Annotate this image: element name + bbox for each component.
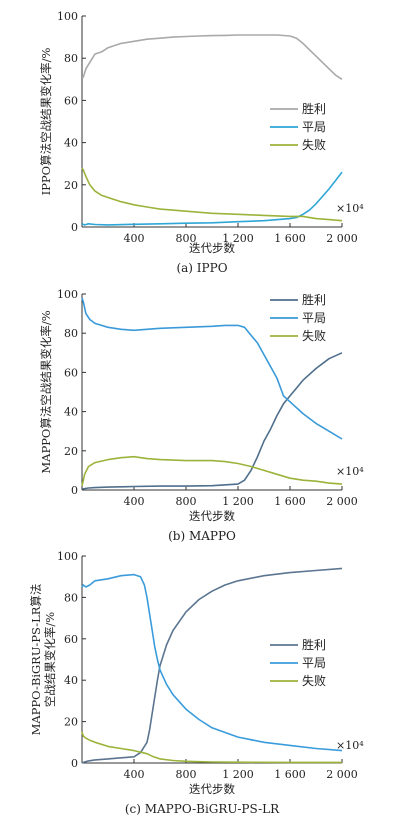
chart-1-x-multiplier: ×10⁴ [336,202,364,215]
chart-3-y-tick-label: 60 [64,633,78,646]
chart-3-x-multiplier: ×10⁴ [336,739,364,752]
chart-1-y-tick-label: 60 [64,94,78,107]
chart-1-y-tick-label: 100 [57,10,78,23]
chart-3-x-axis-label: 迭代步数 [189,782,235,796]
chart-2-y-tick-label: 20 [64,445,78,458]
chart-3-x-tick-label: 1 200 [222,768,254,781]
chart-3-series-line-2 [81,573,343,752]
chart-1-series-line-3 [81,167,343,222]
chart-3-series-line-1 [81,567,343,764]
chart-3-x-tick-label: 1 600 [274,768,306,781]
chart-3-legend-label-3: 失败 [302,673,326,688]
chart-2-series-line-3 [81,455,343,487]
chart-3-y-axis-label-line-1: MAPPO-BiGRU-PS-LR算法 [29,584,43,736]
chart-2-y-axis-label: MAPPO算法空战结果变化率/% [39,310,53,473]
chart-3-caption: (c) MAPPO-BiGRU-PS-LR [125,802,280,816]
chart-1-y-axis-label: IPPO算法空战结果变化率/% [39,48,53,196]
chart-3-y-axis-label-line-2: 空战结果变化率/% [43,612,57,707]
chart-1-x-tick-label: 1 200 [222,232,254,245]
chart-2-y-tick-label: 40 [64,406,78,419]
chart-2-legend-label-1: 胜利 [302,292,326,307]
chart-2-series-line-2 [81,297,343,440]
chart-1-legend-label-2: 平局 [302,120,326,134]
chart-1-x-tick-label: 2 000 [326,232,358,245]
chart-2-y-tick-label: 80 [64,327,78,340]
chart-1-series-line-1 [82,34,343,80]
chart-1-y-tick-label: 80 [64,52,78,65]
chart-1-x-tick-label: 800 [176,232,197,245]
chart-1-x-axis-label: 迭代步数 [189,241,235,255]
chart-3-y-tick-label: 80 [64,591,78,604]
chart-2-x-tick-label: 400 [124,495,145,508]
chart-1-y-tick-label: 20 [64,179,78,192]
chart-2-x-tick-label: 2 000 [326,495,358,508]
chart-1-y-tick-label: 40 [64,137,78,150]
chart-1-x-tick-label: 1 600 [274,232,306,245]
chart-2-x-axis-label: 迭代步数 [189,509,235,523]
chart-3-legend-label-1: 胜利 [302,637,326,652]
chart-3-y-tick-label: 20 [64,716,78,729]
chart-2-x-tick-label: 800 [176,495,197,508]
chart-3-legend-label-2: 平局 [302,656,326,670]
chart-2-x-multiplier: ×10⁴ [336,465,364,478]
chart-3-x-tick-label: 800 [176,768,197,781]
chart-2-x-tick-label: 1 200 [222,495,254,508]
chart-2-y-tick-label: 0 [71,484,78,497]
chart-2-y-tick-label: 60 [64,366,78,379]
chart-1-x-tick-label: 400 [124,232,145,245]
chart-1-legend-label-1: 胜利 [302,101,326,116]
chart-3-y-tick-label: 0 [71,757,78,770]
chart-3-x-tick-label: 2 000 [326,768,358,781]
chart-2-caption: (b) MAPPO [168,529,236,543]
chart-1-y-tick-label: 0 [71,221,78,234]
chart-2-y-tick-label: 100 [57,288,78,301]
chart-1-legend-label-3: 失败 [302,137,326,152]
chart-3-x-tick-label: 400 [124,768,145,781]
chart-3-series-line-3 [81,731,342,764]
chart-1-caption: (a) IPPO [176,261,227,275]
chart-2-legend-label-2: 平局 [302,311,326,325]
chart-3-y-tick-label: 40 [64,674,78,687]
chart-1-series-line-2 [81,171,343,226]
chart-3-y-tick-label: 100 [57,550,78,563]
chart-2-series-line-1 [81,352,343,490]
chart-2-x-tick-label: 1 600 [274,495,306,508]
chart-2-legend-label-3: 失败 [302,328,326,343]
